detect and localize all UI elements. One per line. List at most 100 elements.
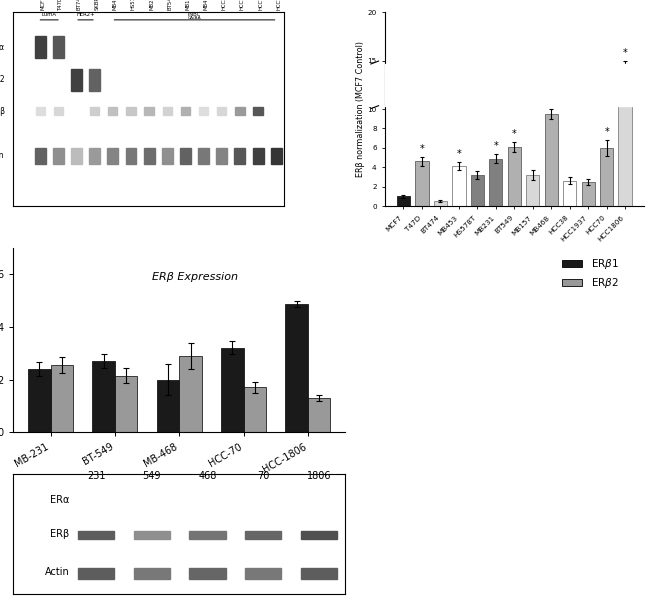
Text: 468: 468 <box>198 471 216 481</box>
Bar <box>157 379 179 432</box>
Bar <box>28 369 51 432</box>
Bar <box>254 107 263 115</box>
Bar <box>563 181 577 206</box>
Bar <box>217 107 226 115</box>
Bar <box>245 531 281 539</box>
Text: ERβ: ERβ <box>0 107 5 116</box>
Text: Actin: Actin <box>45 567 70 578</box>
Bar <box>235 107 244 115</box>
Legend: ER$\beta$1, ER$\beta$2: ER$\beta$1, ER$\beta$2 <box>557 253 623 295</box>
Text: *: * <box>549 96 554 106</box>
Text: *: * <box>512 129 517 139</box>
Bar <box>90 107 99 115</box>
Bar <box>179 356 202 432</box>
Bar <box>181 107 190 115</box>
Bar <box>415 161 428 206</box>
Text: ERα: ERα <box>0 42 5 52</box>
Bar <box>133 568 170 579</box>
Bar <box>144 148 155 164</box>
Bar <box>199 107 208 115</box>
Bar <box>54 107 63 115</box>
Bar <box>253 148 263 164</box>
Bar <box>78 531 114 539</box>
Text: MB231: MB231 <box>149 0 154 10</box>
Bar <box>71 69 82 91</box>
Bar <box>600 148 614 206</box>
Text: MCF7: MCF7 <box>40 0 45 10</box>
Bar <box>582 182 595 206</box>
Bar <box>189 531 226 539</box>
Text: BT549: BT549 <box>167 0 172 10</box>
Bar <box>221 348 244 432</box>
Text: *: * <box>419 144 424 154</box>
Bar <box>271 148 281 164</box>
Text: Actin: Actin <box>0 151 5 160</box>
Text: HCC1806: HCC1806 <box>276 0 281 10</box>
Bar <box>126 107 136 115</box>
Text: HS578T: HS578T <box>131 0 136 10</box>
Text: *: * <box>493 141 498 151</box>
Bar <box>34 36 46 58</box>
Bar <box>53 36 64 58</box>
Bar <box>108 107 118 115</box>
Text: BT747f¹: BT747f¹ <box>77 0 81 10</box>
Text: MB468: MB468 <box>203 0 209 10</box>
Bar <box>115 376 137 432</box>
Text: LumA: LumA <box>42 12 57 17</box>
Bar <box>125 148 136 164</box>
Bar <box>308 398 330 432</box>
Bar <box>300 531 337 539</box>
Bar <box>107 148 118 164</box>
Bar <box>489 159 502 206</box>
Text: MB453: MB453 <box>113 0 118 10</box>
Bar <box>34 148 46 164</box>
Bar <box>471 175 484 206</box>
Bar <box>285 304 308 432</box>
Bar <box>53 148 64 164</box>
Bar <box>92 361 115 432</box>
Bar <box>244 387 266 432</box>
Text: HCC38: HCC38 <box>222 0 227 10</box>
Text: ERα: ERα <box>50 495 70 505</box>
Y-axis label: ERβ normalization (MCF7 Control): ERβ normalization (MCF7 Control) <box>356 41 365 177</box>
Text: 231: 231 <box>87 471 105 481</box>
Text: SKBR3: SKBR3 <box>95 0 99 10</box>
Text: T47D: T47D <box>58 0 63 10</box>
Text: TNBC: TNBC <box>187 12 202 17</box>
Bar <box>89 69 100 91</box>
Bar <box>526 175 540 206</box>
Text: ERβ Expression: ERβ Expression <box>152 271 238 282</box>
Bar <box>198 148 209 164</box>
Text: *: * <box>604 127 609 137</box>
Text: MB157: MB157 <box>185 0 190 10</box>
Text: CA/AA: CA/AA <box>188 16 202 20</box>
Bar <box>144 107 153 115</box>
Text: 549: 549 <box>142 471 161 481</box>
Bar <box>300 568 337 579</box>
Text: *: * <box>623 48 627 58</box>
Text: HER2+: HER2+ <box>76 12 95 17</box>
Bar <box>385 64 644 106</box>
Text: 1806: 1806 <box>307 471 331 481</box>
Text: *: * <box>456 150 461 159</box>
Bar <box>545 114 558 206</box>
Bar <box>245 568 281 579</box>
Bar <box>216 148 228 164</box>
Bar <box>71 148 82 164</box>
Bar <box>180 148 191 164</box>
Bar <box>434 201 447 206</box>
Text: 70: 70 <box>257 471 269 481</box>
Bar <box>36 107 45 115</box>
Bar <box>189 568 226 579</box>
Text: HER2: HER2 <box>0 76 5 84</box>
Bar <box>51 365 73 432</box>
Text: HCC70: HCC70 <box>258 0 263 10</box>
Bar <box>162 148 173 164</box>
Bar <box>235 148 245 164</box>
Bar <box>452 166 465 206</box>
Bar <box>89 148 100 164</box>
Text: HCC1937: HCC1937 <box>240 0 245 10</box>
Bar <box>618 70 632 206</box>
Bar <box>396 196 410 206</box>
Bar <box>508 147 521 206</box>
